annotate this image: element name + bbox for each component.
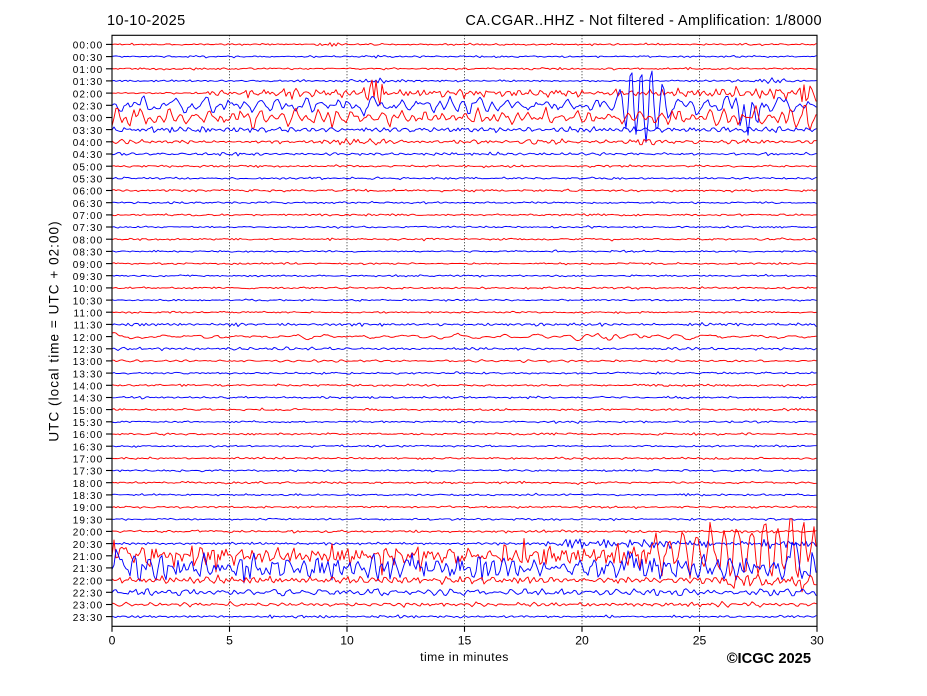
svg-text:22:00: 22:00 <box>73 576 104 587</box>
svg-text:10-10-2025: 10-10-2025 <box>107 13 186 29</box>
svg-text:5: 5 <box>226 634 233 648</box>
svg-text:05:00: 05:00 <box>73 162 104 173</box>
svg-text:©ICGC 2025: ©ICGC 2025 <box>727 651 811 667</box>
svg-text:00:00: 00:00 <box>73 41 104 52</box>
svg-text:15:30: 15:30 <box>73 418 104 429</box>
svg-text:15:00: 15:00 <box>73 406 104 417</box>
svg-text:02:00: 02:00 <box>73 89 104 100</box>
svg-text:14:30: 14:30 <box>73 394 104 405</box>
svg-text:10:00: 10:00 <box>73 284 104 295</box>
svg-text:10:30: 10:30 <box>73 296 104 307</box>
svg-text:13:00: 13:00 <box>73 357 104 368</box>
svg-text:06:00: 06:00 <box>73 187 104 198</box>
svg-text:CA.CGAR..HHZ - Not filtered -: CA.CGAR..HHZ - Not filtered - Amplificat… <box>465 13 822 29</box>
svg-text:10: 10 <box>340 634 354 648</box>
svg-text:15: 15 <box>458 634 472 648</box>
svg-text:0: 0 <box>109 634 116 648</box>
svg-text:20:00: 20:00 <box>73 528 104 539</box>
svg-text:12:30: 12:30 <box>73 345 104 356</box>
svg-text:08:30: 08:30 <box>73 248 104 259</box>
svg-text:time in minutes: time in minutes <box>420 650 509 664</box>
svg-text:23:00: 23:00 <box>73 601 104 612</box>
svg-text:11:00: 11:00 <box>74 308 104 319</box>
svg-text:25: 25 <box>693 634 707 648</box>
svg-text:01:30: 01:30 <box>73 77 104 88</box>
svg-text:17:30: 17:30 <box>73 467 104 478</box>
svg-text:22:30: 22:30 <box>73 589 104 600</box>
svg-text:19:00: 19:00 <box>73 503 104 514</box>
svg-text:00:30: 00:30 <box>73 53 104 64</box>
svg-text:04:30: 04:30 <box>73 150 104 161</box>
svg-text:16:00: 16:00 <box>73 430 104 441</box>
svg-text:02:30: 02:30 <box>73 102 104 113</box>
svg-text:19:30: 19:30 <box>73 515 104 526</box>
svg-text:05:30: 05:30 <box>73 175 104 186</box>
svg-text:21:30: 21:30 <box>73 564 104 575</box>
svg-text:03:00: 03:00 <box>73 114 104 125</box>
svg-text:14:00: 14:00 <box>73 382 104 393</box>
svg-text:17:00: 17:00 <box>73 455 104 466</box>
svg-text:20: 20 <box>575 634 589 648</box>
svg-text:16:30: 16:30 <box>73 442 104 453</box>
svg-text:09:30: 09:30 <box>73 272 104 283</box>
svg-text:20:30: 20:30 <box>73 540 104 551</box>
svg-text:04:00: 04:00 <box>73 138 104 149</box>
svg-text:UTC (local time = UTC + 02:00): UTC (local time = UTC + 02:00) <box>47 220 62 441</box>
svg-text:06:30: 06:30 <box>73 199 104 210</box>
svg-text:30: 30 <box>810 634 824 648</box>
svg-text:09:00: 09:00 <box>73 260 104 271</box>
svg-text:11:30: 11:30 <box>74 321 104 332</box>
svg-text:21:00: 21:00 <box>73 552 104 563</box>
svg-text:23:30: 23:30 <box>73 613 104 624</box>
svg-text:07:00: 07:00 <box>73 211 104 222</box>
svg-text:01:00: 01:00 <box>73 65 104 76</box>
svg-text:13:30: 13:30 <box>73 369 104 380</box>
svg-text:08:00: 08:00 <box>73 235 104 246</box>
svg-text:18:00: 18:00 <box>73 479 104 490</box>
svg-text:12:00: 12:00 <box>73 333 104 344</box>
svg-text:03:30: 03:30 <box>73 126 104 137</box>
svg-text:07:30: 07:30 <box>73 223 104 234</box>
svg-text:18:30: 18:30 <box>73 491 104 502</box>
